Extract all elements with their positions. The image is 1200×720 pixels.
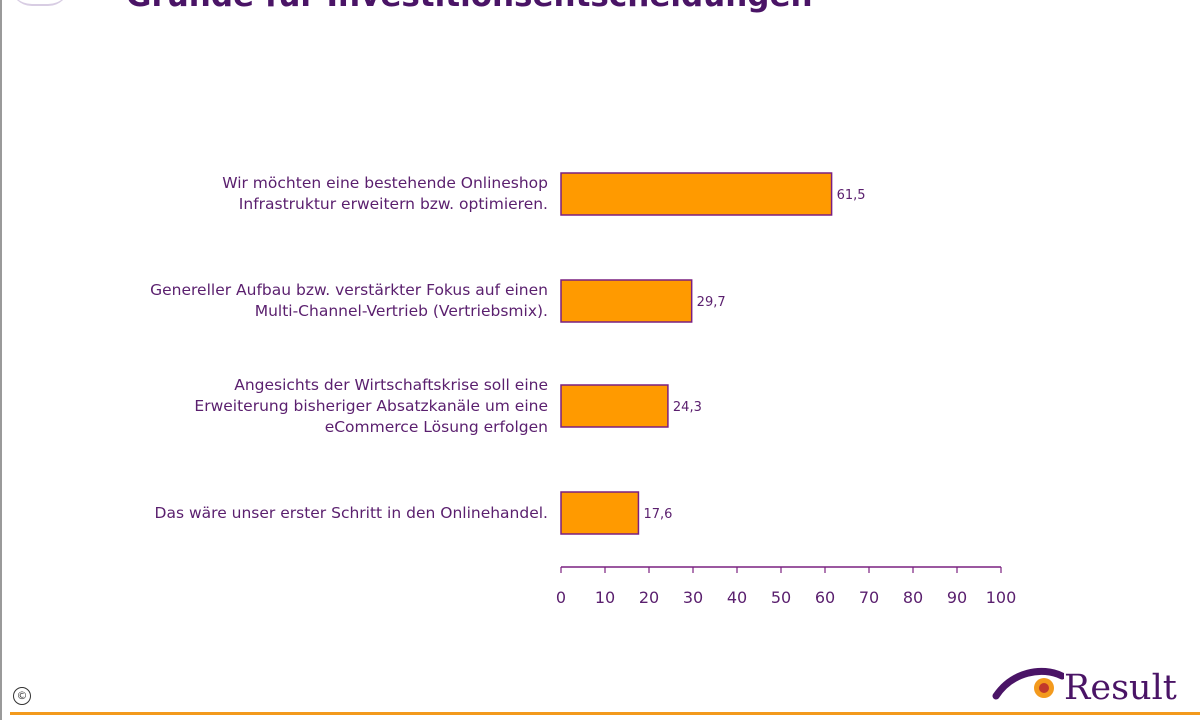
x-tick-label: 10 bbox=[595, 588, 615, 607]
x-tick-label: 50 bbox=[771, 588, 791, 607]
category-label: Genereller Aufbau bzw. verstärkter Fokus… bbox=[150, 280, 548, 322]
bar-value-label: 61,5 bbox=[837, 188, 866, 203]
category-label-line: Infrastruktur erweitern bzw. optimieren. bbox=[238, 195, 548, 213]
copyright-icon: © bbox=[13, 687, 31, 705]
bar bbox=[560, 172, 833, 216]
x-tick-label: 70 bbox=[859, 588, 879, 607]
bar bbox=[560, 491, 640, 535]
page-title: Gründe für Investitionsentscheidungen bbox=[126, 0, 813, 16]
category-label: Angesichts der Wirtschaftskrise soll ein… bbox=[194, 375, 548, 438]
x-tick-label: 80 bbox=[903, 588, 923, 607]
x-tick-label: 40 bbox=[727, 588, 747, 607]
logo-text: Result bbox=[1064, 668, 1177, 708]
bar-value-label: 17,6 bbox=[643, 507, 672, 522]
category-label-line: Angesichts der Wirtschaftskrise soll ein… bbox=[234, 375, 548, 394]
logo-swoosh-icon bbox=[992, 667, 1064, 700]
x-tick-label: 90 bbox=[947, 588, 967, 607]
footer-rule bbox=[10, 712, 1200, 715]
bar bbox=[560, 279, 693, 323]
x-tick-label: 0 bbox=[556, 588, 566, 607]
category-label: Wir möchten eine bestehende Onlineshop In… bbox=[222, 173, 548, 215]
category-label-line: Erweiterung bisheriger Absatzkanäle um e… bbox=[194, 396, 548, 415]
bar-value-label: 29,7 bbox=[697, 295, 726, 310]
result-logo: Result bbox=[992, 666, 1192, 712]
decorative-arc bbox=[10, 0, 70, 6]
category-label-line: Das wäre unser erster Schritt in den Onl… bbox=[154, 503, 548, 522]
bar bbox=[560, 384, 669, 428]
category-label: Das wäre unser erster Schritt in den Onl… bbox=[155, 503, 548, 524]
x-tick-label: 60 bbox=[815, 588, 835, 607]
category-label-line: Genereller Aufbau bzw. verstärkter Fokus… bbox=[150, 281, 548, 299]
category-label-line: Multi-Channel-Vertrieb (Vertriebsmix). bbox=[254, 302, 548, 320]
category-label-line: Wir möchten eine bestehende Onlineshop bbox=[222, 174, 548, 192]
x-tick-label: 20 bbox=[639, 588, 659, 607]
left-border bbox=[0, 0, 2, 720]
category-label-line: eCommerce Lösung erfolgen bbox=[324, 417, 548, 436]
x-tick-label: 30 bbox=[683, 588, 703, 607]
x-tick-label: 100 bbox=[986, 588, 1017, 607]
bar-value-label: 24,3 bbox=[673, 400, 702, 415]
